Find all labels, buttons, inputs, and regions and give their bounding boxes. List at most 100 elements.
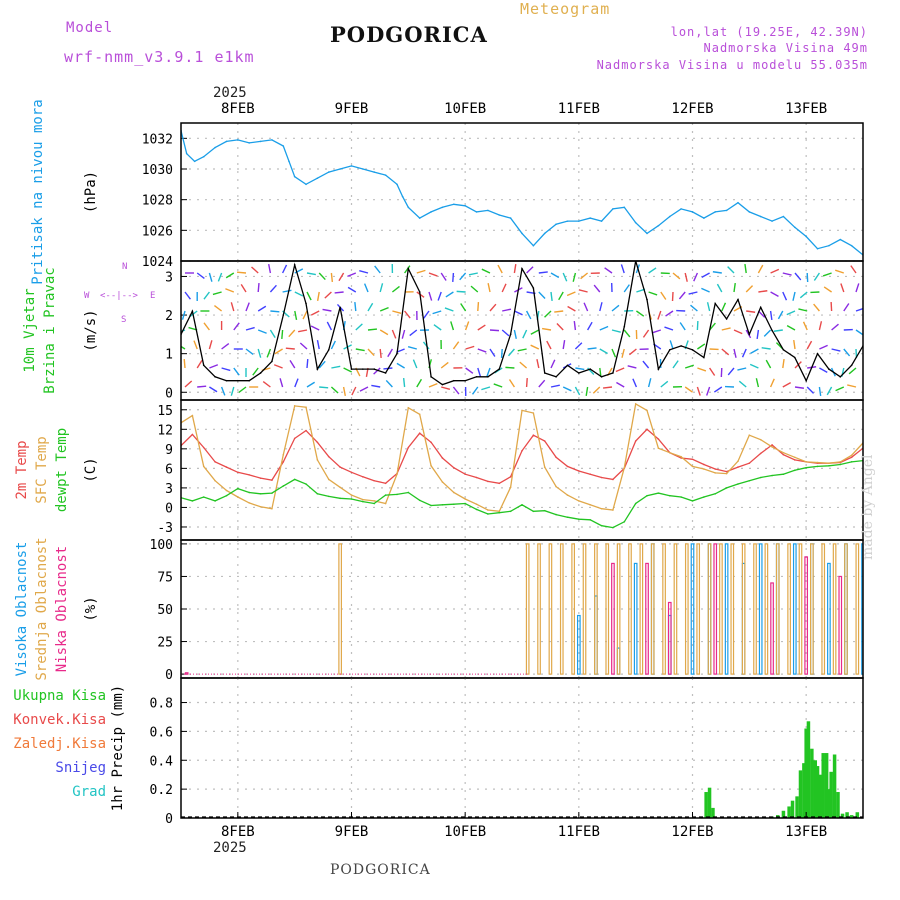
wind-arrow — [489, 348, 496, 357]
y-tick-label: 50 — [157, 603, 173, 618]
wind-arrow — [843, 348, 851, 357]
wind-arrow — [727, 367, 735, 376]
bar — [616, 543, 621, 675]
data-point — [498, 510, 501, 513]
data-point — [362, 500, 364, 503]
side-label: Niska Oblacnost — [54, 546, 70, 672]
bar — [813, 760, 818, 818]
bar — [795, 796, 799, 818]
data-point — [623, 466, 626, 469]
data-point — [339, 168, 341, 170]
wind-arrow — [604, 267, 613, 274]
bar — [707, 543, 712, 675]
wind-arrow — [794, 386, 805, 389]
data-point — [259, 492, 262, 495]
wind-arrow — [770, 291, 779, 297]
bar — [696, 543, 701, 675]
wind-arrow — [318, 272, 326, 281]
data-point — [680, 345, 682, 347]
wind-arrow — [452, 386, 460, 395]
wind-arrow — [567, 305, 576, 312]
side-label: dewpt Temp — [54, 428, 70, 512]
data-point — [487, 480, 489, 483]
wind-arrow — [575, 367, 585, 371]
y-tick-label: 9 — [165, 443, 173, 458]
wind-arrow — [744, 263, 747, 274]
wind-arrow — [184, 291, 191, 300]
y-axis-label: (C) — [83, 457, 99, 482]
bottom-x-tick-label: 11FEB — [558, 824, 600, 840]
wind-arrow — [580, 272, 589, 280]
bar — [804, 556, 809, 675]
wind-arrow — [628, 348, 637, 356]
data-point — [543, 232, 546, 235]
data-point — [759, 438, 762, 441]
wind-arrow — [302, 310, 308, 320]
wind-arrow — [501, 329, 510, 337]
data-point — [578, 500, 580, 502]
wind-arrow — [433, 324, 442, 331]
wind-arrow — [745, 329, 752, 339]
wind-arrow — [452, 341, 460, 350]
data-point — [657, 447, 660, 449]
data-point — [725, 209, 728, 212]
compass-s: S — [121, 315, 126, 325]
wind-arrow — [402, 377, 406, 388]
data-point — [555, 456, 557, 459]
data-point — [816, 465, 819, 468]
wind-arrow — [697, 367, 707, 372]
y-tick-label: 6 — [165, 462, 173, 477]
bar — [338, 543, 342, 675]
bar — [787, 806, 791, 818]
wind-arrow — [501, 283, 507, 293]
data-point — [771, 329, 773, 332]
bar — [724, 543, 729, 675]
data-point — [521, 409, 523, 412]
wind-arrow — [497, 264, 503, 274]
wind-arrow — [404, 310, 411, 319]
data-point — [805, 379, 807, 382]
data-point — [771, 220, 773, 222]
data-point — [396, 183, 398, 186]
y-axis-label: (m/s) — [83, 309, 99, 351]
wind-arrow — [316, 340, 320, 350]
data-point — [407, 491, 410, 494]
data-point — [305, 429, 307, 432]
data-point — [271, 360, 273, 363]
wind-arrow — [793, 339, 796, 350]
wind-arrow — [212, 291, 222, 296]
data-point — [293, 437, 296, 440]
data-point — [202, 465, 205, 468]
data-point — [384, 372, 387, 374]
wind-arrow — [716, 283, 723, 293]
wind-arrow — [269, 329, 276, 339]
data-point — [634, 403, 637, 405]
bar — [741, 543, 746, 675]
wind-arrow — [460, 303, 467, 312]
side-label: Pritisak na nivou mora — [30, 99, 46, 284]
data-point — [384, 494, 387, 496]
data-point — [566, 465, 569, 468]
wind-arrow — [721, 348, 730, 356]
top-x-tick-label: 12FEB — [671, 101, 713, 117]
data-point — [691, 211, 694, 213]
data-point — [850, 244, 853, 247]
wind-arrow — [556, 323, 564, 331]
wind-arrow — [558, 291, 564, 301]
data-point — [396, 352, 398, 355]
data-point — [316, 368, 319, 370]
wind-arrow — [737, 367, 747, 371]
wind-arrow — [279, 378, 284, 388]
wind-arrow — [574, 342, 583, 350]
data-point — [748, 462, 751, 464]
y-tick-label: 2 — [165, 309, 173, 324]
data-point — [225, 494, 228, 497]
data-point — [248, 379, 250, 382]
bar — [798, 770, 803, 818]
wind-arrow — [756, 329, 760, 340]
wind-arrow — [562, 340, 566, 350]
bar — [525, 543, 530, 675]
wind-arrow — [330, 340, 336, 350]
wind-arrow — [502, 308, 512, 312]
wind-arrow — [289, 359, 296, 369]
